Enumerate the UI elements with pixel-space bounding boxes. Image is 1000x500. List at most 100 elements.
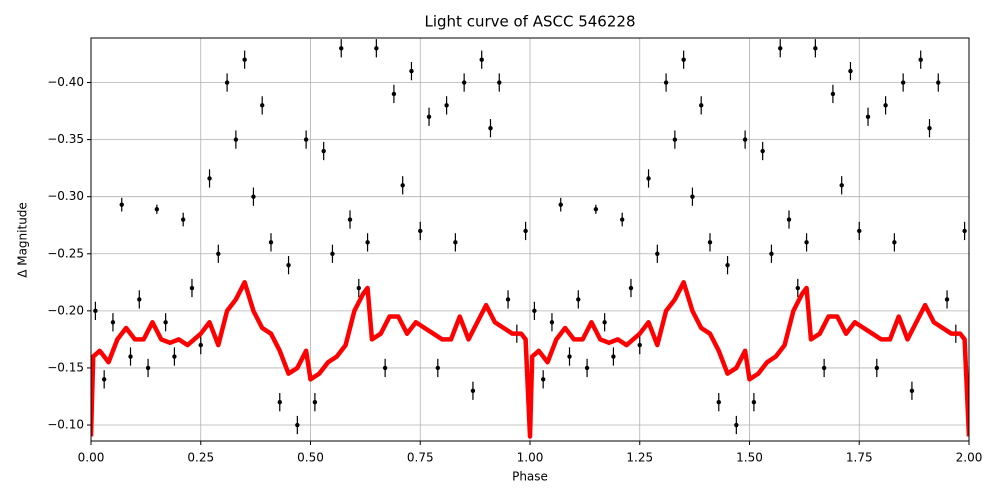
data-point bbox=[365, 240, 370, 245]
data-point bbox=[707, 240, 713, 245]
plot-area bbox=[91, 39, 969, 439]
data-point bbox=[101, 377, 107, 382]
x-tick-label: 0.75 bbox=[407, 451, 434, 465]
data-point bbox=[251, 194, 256, 199]
data-point bbox=[558, 202, 563, 207]
data-point bbox=[584, 365, 590, 371]
data-point bbox=[391, 91, 397, 97]
data-point bbox=[242, 57, 247, 62]
data-point bbox=[786, 217, 792, 222]
x-tick-label: 1.75 bbox=[846, 451, 873, 465]
data-point bbox=[848, 68, 853, 74]
data-point bbox=[268, 240, 274, 245]
data-point bbox=[936, 80, 941, 85]
data-point bbox=[339, 46, 344, 51]
data-point bbox=[681, 57, 686, 62]
data-point bbox=[180, 217, 186, 222]
data-point bbox=[742, 137, 748, 142]
data-point bbox=[189, 285, 195, 291]
data-point bbox=[330, 251, 335, 256]
data-point bbox=[435, 365, 441, 371]
data-point bbox=[400, 183, 405, 188]
data-point bbox=[409, 68, 414, 74]
data-point bbox=[778, 46, 783, 51]
data-point bbox=[567, 354, 572, 359]
data-point bbox=[769, 251, 774, 256]
data-point bbox=[611, 354, 616, 359]
data-point bbox=[93, 308, 98, 314]
data-point bbox=[453, 240, 458, 245]
data-point bbox=[909, 388, 915, 393]
chart-title: Light curve of ASCC 546228 bbox=[425, 13, 636, 31]
data-point bbox=[532, 308, 537, 314]
data-point bbox=[207, 176, 212, 181]
data-point bbox=[444, 103, 449, 108]
data-point bbox=[962, 228, 967, 234]
data-point bbox=[900, 80, 906, 85]
data-point bbox=[523, 228, 528, 234]
data-point bbox=[874, 365, 880, 371]
y-tick-label: −0.20 bbox=[47, 303, 84, 317]
data-point bbox=[110, 320, 116, 325]
data-point bbox=[356, 285, 361, 291]
data-point bbox=[672, 137, 678, 142]
x-tick-label: 0.00 bbox=[78, 451, 105, 465]
data-point bbox=[918, 57, 923, 62]
data-point bbox=[619, 217, 625, 222]
data-point bbox=[224, 80, 230, 85]
data-point bbox=[470, 388, 476, 393]
data-point bbox=[751, 399, 757, 405]
data-point bbox=[637, 342, 642, 348]
data-point bbox=[865, 114, 871, 119]
y-axis-label: Δ Magnitude bbox=[16, 202, 30, 278]
data-point bbox=[488, 125, 493, 131]
data-point bbox=[760, 148, 765, 154]
data-point bbox=[295, 422, 300, 428]
data-point bbox=[128, 354, 133, 359]
data-point bbox=[725, 262, 730, 268]
data-point bbox=[716, 399, 721, 405]
data-point bbox=[892, 240, 897, 245]
data-point bbox=[216, 251, 221, 256]
y-tick-label: −0.10 bbox=[47, 418, 84, 432]
data-point bbox=[172, 354, 177, 359]
data-point bbox=[646, 176, 651, 181]
data-point bbox=[602, 320, 607, 325]
y-tick-label: −0.15 bbox=[47, 360, 84, 374]
data-point bbox=[479, 57, 484, 62]
data-point bbox=[303, 137, 309, 142]
data-point bbox=[119, 202, 124, 207]
x-tick-label: 2.00 bbox=[956, 451, 983, 465]
data-point bbox=[795, 285, 800, 291]
x-tick-label: 1.50 bbox=[736, 451, 763, 465]
data-point bbox=[944, 297, 950, 302]
data-point bbox=[540, 377, 546, 382]
data-point bbox=[628, 285, 634, 291]
data-point bbox=[198, 342, 203, 348]
data-point bbox=[927, 125, 932, 131]
x-tick-label: 0.50 bbox=[297, 451, 324, 465]
y-tick-label: −0.25 bbox=[47, 246, 84, 260]
data-point bbox=[813, 46, 818, 51]
data-point bbox=[821, 365, 827, 371]
data-point bbox=[663, 80, 669, 85]
data-point bbox=[145, 365, 151, 371]
data-point bbox=[883, 103, 888, 108]
y-tick-label: −0.35 bbox=[47, 132, 84, 146]
data-point bbox=[277, 399, 282, 405]
data-point bbox=[593, 207, 599, 212]
data-point bbox=[312, 399, 318, 405]
y-tick-label: −0.30 bbox=[47, 189, 84, 203]
data-point bbox=[233, 137, 239, 142]
data-point bbox=[260, 103, 265, 108]
data-point bbox=[857, 228, 862, 234]
data-point bbox=[804, 240, 809, 245]
data-point bbox=[286, 262, 291, 268]
y-tick-label: −0.40 bbox=[47, 75, 84, 89]
data-point bbox=[690, 194, 695, 199]
data-point bbox=[154, 207, 160, 212]
x-tick-label: 1.00 bbox=[517, 451, 544, 465]
trend-line bbox=[91, 280, 969, 439]
data-point bbox=[699, 103, 704, 108]
data-point bbox=[549, 320, 555, 325]
